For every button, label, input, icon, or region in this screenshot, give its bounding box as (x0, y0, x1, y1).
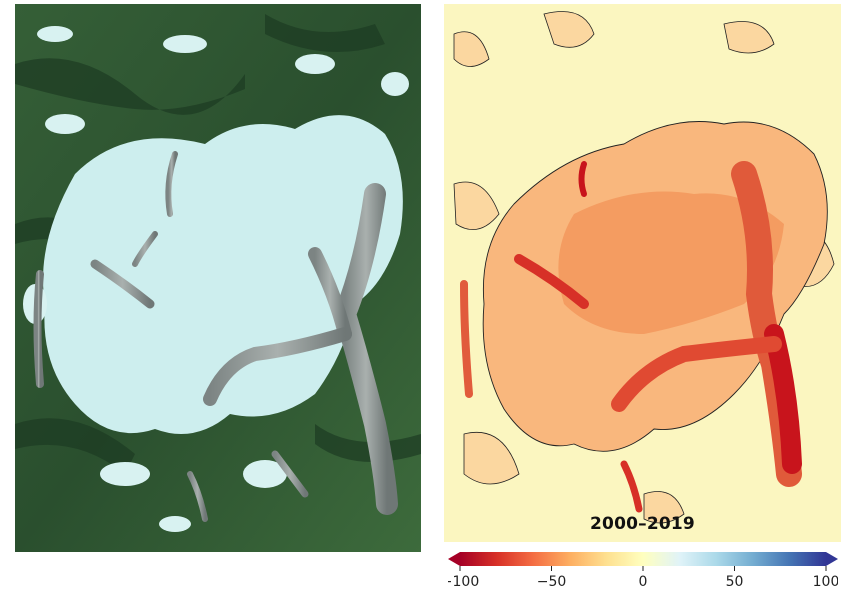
satellite-image (15, 4, 421, 552)
colorbar-tick-label: 50 (726, 574, 744, 590)
moderate-loss-zone (558, 191, 784, 334)
colorbar-extend-low (448, 552, 460, 566)
strong-loss-trunks (460, 161, 802, 513)
colorbar-tick-label: 100 (813, 574, 838, 590)
ice-field (43, 115, 403, 435)
colorbar: −100 −50 0 50 100 (448, 552, 838, 590)
glacier-tongues (33, 151, 398, 522)
colorbar-tick-label: −50 (537, 574, 567, 590)
colorbar-tick-label: −100 (448, 574, 479, 590)
elevation-change-map (444, 4, 841, 542)
colorbar-ticks: −100 −50 0 50 100 (448, 566, 838, 590)
elevation-change-panel: 2000–2019 (444, 4, 841, 542)
period-label: 2000–2019 (590, 514, 695, 534)
colorbar-extend-high (826, 552, 838, 566)
colorbar-tick-label: 0 (639, 574, 648, 590)
satellite-image-panel (15, 4, 421, 552)
colorbar-body (460, 552, 826, 566)
